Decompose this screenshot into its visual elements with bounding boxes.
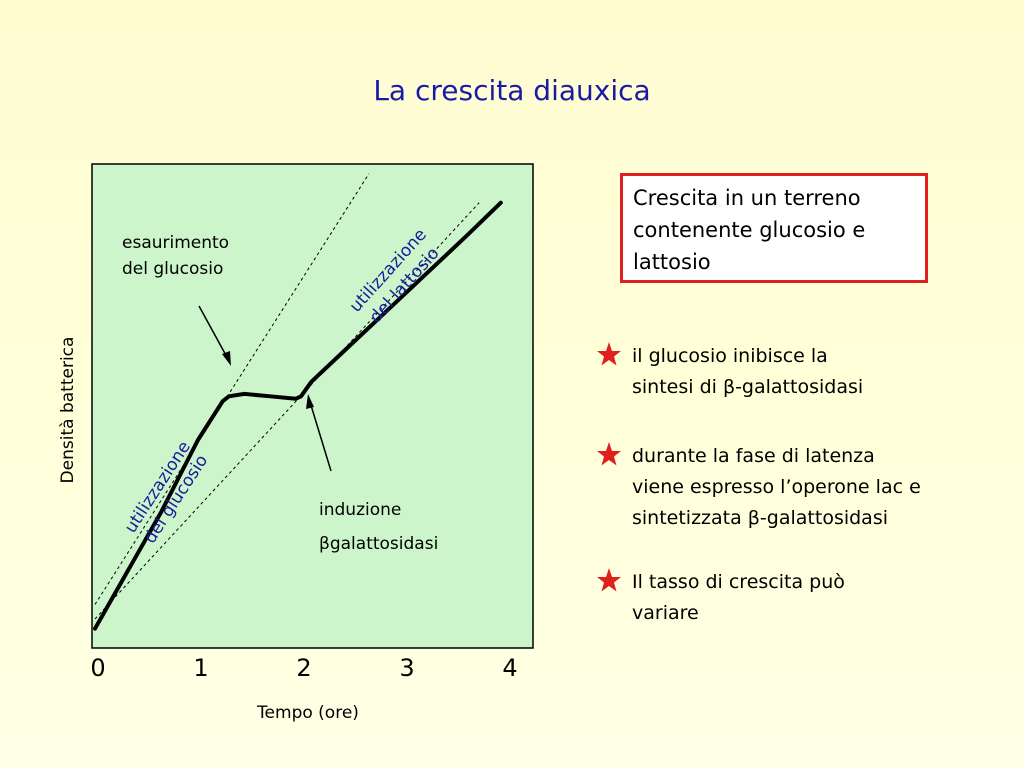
x-axis-label: Tempo (ore) <box>256 703 359 723</box>
annotation-induction-line2: βgalattosidasi <box>319 534 438 554</box>
bullet-line: variare <box>632 602 699 624</box>
arrow-induction <box>306 394 332 472</box>
bullet-line: sintetizzata β-galattosidasi <box>632 507 888 529</box>
annotation-depletion-line2: del glucosio <box>122 259 223 279</box>
star-icon <box>597 342 621 366</box>
info-box: Crescita in un terreno contenente glucos… <box>620 173 928 283</box>
star-icon <box>597 442 621 466</box>
annotation-depletion-line1: esaurimento <box>122 233 229 253</box>
bullet-line: viene espresso l’operone lac e <box>632 476 921 498</box>
bullet-line: il glucosio inibisce la <box>632 345 828 367</box>
x-tick-label: 2 <box>296 654 311 682</box>
arrow-depletion <box>198 305 231 366</box>
bullet-text: durante la fase di latenza viene espress… <box>632 441 1012 534</box>
x-tick-label: 1 <box>193 654 208 682</box>
bullet-line: sintesi di β-galattosidasi <box>632 376 864 398</box>
bullet-text: Il tasso di crescita può variare <box>632 567 1012 629</box>
x-tick-label: 4 <box>502 654 517 682</box>
extrapolation-line-2 <box>94 202 480 620</box>
x-tick-label: 3 <box>399 654 414 682</box>
y-axis-label: Densità batterica <box>58 337 78 484</box>
annotation-induction-line1: induzione <box>319 500 401 520</box>
bullet-text: il glucosio inibisce la sintesi di β-gal… <box>632 341 1012 403</box>
bullet-line: Il tasso di crescita può <box>632 571 845 593</box>
star-icon <box>597 568 621 592</box>
slide-title: La crescita diauxica <box>373 74 651 107</box>
x-tick-label: 0 <box>90 654 105 682</box>
growth-curve <box>93 200 503 631</box>
extrapolation-line-1 <box>94 173 370 605</box>
bullet-line: durante la fase di latenza <box>632 445 875 467</box>
